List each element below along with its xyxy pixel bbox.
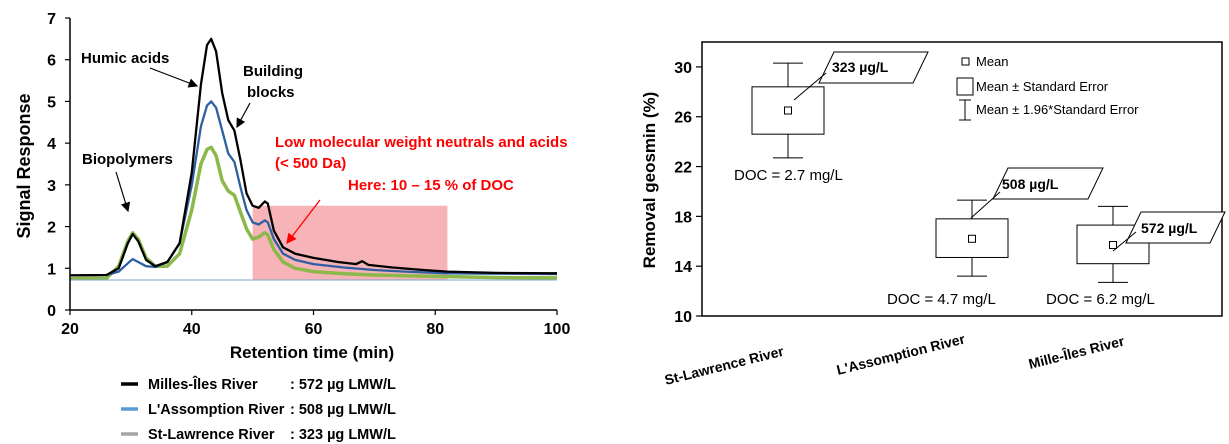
callout-leader-stlawrence (793, 72, 827, 101)
legend-label-lassomption: L'Assomption River (148, 402, 285, 418)
chromatogram-series (69, 37, 558, 281)
y-tick-label: 7 (47, 11, 56, 28)
callout-text-lassomption: 508 µg/L (1002, 176, 1059, 192)
humic-acids-arrow (149, 67, 199, 88)
legend-value-milles: : 572 µg LMW/L (290, 377, 396, 393)
callout-stlawrence: 323 µg/L (793, 51, 929, 101)
legend-label-milles: Milles-Îles River (148, 375, 258, 393)
biopolymers-arrow (115, 171, 131, 213)
mean-marker (968, 234, 976, 243)
box-plots (751, 62, 1150, 283)
series-line-milles-les-river (69, 37, 558, 277)
building-blocks-arrow (236, 102, 251, 129)
y-tick-label: 5 (47, 94, 56, 111)
callout-box-lassomption (992, 167, 1104, 200)
legend-se-label: Mean ± Standard Error (976, 79, 1109, 94)
lmw-label-1: Low molecular weight neutrals and acids (275, 134, 568, 151)
x-tick-label: 100 (544, 321, 571, 338)
callout-milleiles: 572 µg/L (1112, 211, 1226, 252)
box-axes: 10 14 18 22 26 30 (674, 60, 702, 326)
y-axis-title: Signal Response (14, 93, 34, 238)
chromatogram-chart: 0 1 2 3 4 5 6 7 20 40 60 80 100 Retention time (min)… (14, 11, 570, 443)
y-tick-label-right: 18 (674, 209, 692, 226)
callout-lassomption: 508 µg/L (970, 167, 1104, 219)
callout-box-stlawrence (818, 51, 929, 84)
legend-se-marker (956, 77, 974, 96)
lmw-label-2: (< 500 Da) (275, 155, 346, 172)
y-tick-label-right: 22 (674, 160, 692, 177)
doc-label-lassomption: DOC = 4.7 mg/L (887, 291, 996, 308)
category-label-milleiles: Mille-Îles River (1027, 332, 1127, 372)
box-st-lawrence-river (751, 62, 825, 159)
y-tick-label-right: 14 (674, 259, 692, 276)
x-tick-label: 40 (183, 321, 201, 338)
box-mille-les-river (1076, 205, 1150, 283)
y-tick-label: 0 (47, 303, 56, 320)
geosmin-box-chart: 10 14 18 22 26 30 Removal geosmin (%) Mean Me… (640, 41, 1226, 388)
callout-box-milleiles (1125, 211, 1226, 244)
y-tick-label-right: 30 (674, 60, 692, 77)
doc-label-stlawrence: DOC = 2.7 mg/L (734, 167, 843, 184)
mean-marker (1109, 241, 1117, 250)
category-label-stlawrence: St-Lawrence River (663, 343, 786, 388)
y-tick-label: 6 (47, 53, 56, 70)
y-axis-title-right: Removal geosmin (%) (640, 92, 659, 269)
y-tick-label-right: 10 (674, 309, 692, 326)
y-tick-label: 1 (47, 261, 56, 278)
legend-label-stlawrence: St-Lawrence River (148, 427, 275, 443)
chromatogram-legend: Milles-Îles River : 572 µg LMW/L L'Assom… (121, 375, 396, 443)
box-legend: Mean Mean ± Standard Error Mean ± 1.96*S… (956, 54, 1139, 121)
lmw-label-3: Here: 10 – 15 % of DOC (348, 177, 514, 194)
callout-text-milleiles: 572 µg/L (1141, 220, 1198, 236)
y-tick-label: 3 (47, 178, 56, 195)
callout-text-stlawrence: 323 µg/L (832, 59, 889, 75)
legend-value-stlawrence: : 323 µg LMW/L (290, 427, 396, 443)
legend-mean-label: Mean (976, 54, 1009, 69)
y-tick-label-right: 26 (674, 110, 692, 127)
legend-ci-label: Mean ± 1.96*Standard Error (976, 102, 1139, 117)
lmw-arrow (286, 199, 321, 245)
building-blocks-label: Building (243, 63, 303, 80)
legend-value-lassomption: : 508 µg LMW/L (290, 402, 396, 418)
category-label-lassomption: L'Assomption River (835, 330, 967, 378)
x-axis-title: Retention time (min) (230, 343, 394, 362)
plot-frame (701, 41, 1223, 317)
box-l-assomption-river (935, 199, 1009, 277)
x-tick-label: 20 (61, 321, 79, 338)
x-tick-label: 80 (426, 321, 444, 338)
legend-mean-marker (961, 57, 970, 66)
building-blocks-label-2: blocks (247, 84, 295, 101)
callout-leader-milleiles (1112, 231, 1137, 252)
mean-marker (784, 106, 792, 115)
x-tick-label: 60 (305, 321, 323, 338)
chromatogram-axes: 0 1 2 3 4 5 6 7 20 40 60 80 100 (47, 11, 570, 338)
biopolymers-label: Biopolymers (82, 151, 173, 168)
y-tick-label: 4 (47, 136, 56, 153)
doc-label-milleiles: DOC = 6.2 mg/L (1046, 291, 1155, 308)
series-line-l-assomption-river (69, 100, 558, 277)
callout-leader-lassomption (970, 191, 1001, 219)
humic-acids-label: Humic acids (81, 50, 169, 67)
y-tick-label: 2 (47, 220, 56, 237)
